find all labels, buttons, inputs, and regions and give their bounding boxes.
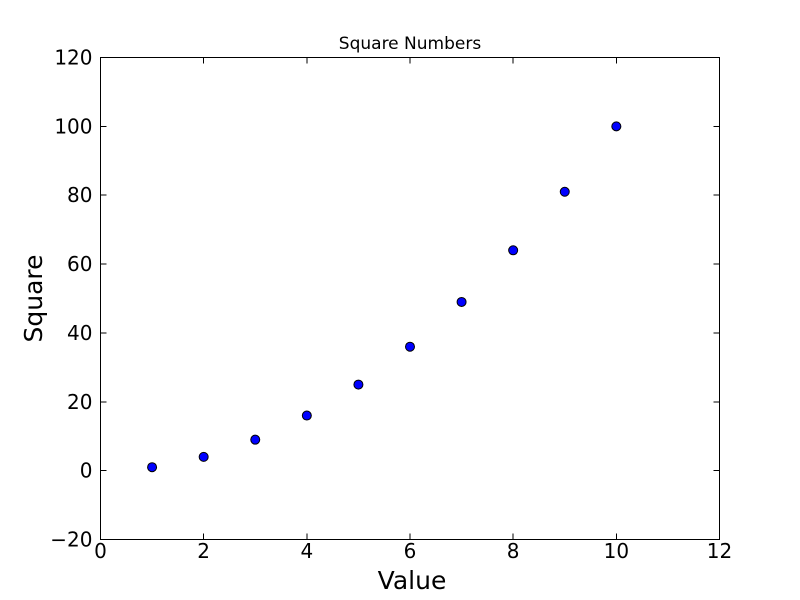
data-point: [198, 451, 209, 462]
data-points: [147, 121, 622, 473]
y-tick-label: 40: [67, 321, 92, 345]
chart-title: Square Numbers: [339, 34, 482, 54]
data-point: [250, 434, 261, 445]
y-tick-label: 80: [67, 183, 92, 207]
x-tick-label: 4: [300, 539, 313, 563]
y-axis-ticks: −20 0 20 40 60 80 100 120: [50, 46, 720, 552]
x-tick-label: 12: [707, 539, 732, 563]
x-tick-label: 10: [604, 539, 629, 563]
y-tick-label: 20: [67, 390, 92, 414]
y-axis-label: Square: [19, 254, 48, 342]
data-point: [611, 121, 622, 132]
data-point: [456, 296, 467, 307]
plot-frame: [100, 57, 720, 540]
data-point: [147, 462, 158, 473]
data-point: [508, 245, 519, 256]
y-tick-label: 120: [54, 46, 92, 70]
y-tick-label: 100: [54, 114, 92, 138]
x-tick-label: 2: [197, 539, 210, 563]
x-axis-label: Value: [378, 566, 447, 595]
x-axis-ticks: 0 2 4 6 8 10 12: [94, 57, 732, 563]
x-tick-label: 0: [94, 539, 107, 563]
y-tick-label: −20: [50, 528, 92, 552]
y-tick-label: 0: [80, 459, 93, 483]
data-point: [559, 186, 570, 197]
data-point: [405, 341, 415, 352]
x-tick-label: 8: [507, 539, 520, 563]
data-point: [353, 379, 364, 390]
y-tick-label: 60: [67, 252, 92, 276]
x-tick-label: 6: [404, 539, 417, 563]
data-point: [301, 410, 312, 421]
